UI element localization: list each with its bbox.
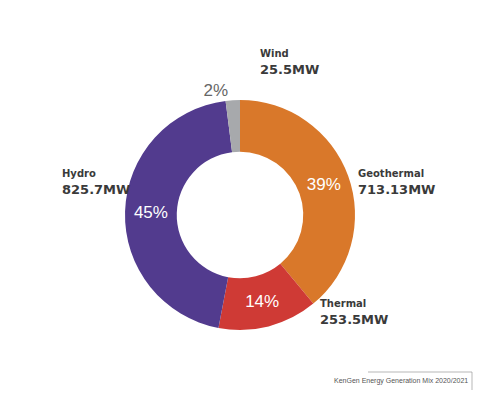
svg-text:45%: 45% bbox=[134, 203, 168, 222]
svg-text:Hydro825.7MW: Hydro825.7MW bbox=[62, 168, 130, 197]
svg-text:39%: 39% bbox=[307, 175, 341, 194]
svg-text:2%: 2% bbox=[203, 81, 228, 100]
svg-text:KenGen Energy Generation Mix 2: KenGen Energy Generation Mix 2020/2021 bbox=[334, 377, 468, 385]
svg-text:14%: 14% bbox=[245, 292, 279, 311]
svg-text:Geothermal713.13MW: Geothermal713.13MW bbox=[358, 168, 435, 197]
svg-text:Thermal253.5MW: Thermal253.5MW bbox=[320, 298, 388, 327]
svg-text:Wind25.5MW: Wind25.5MW bbox=[260, 48, 319, 77]
